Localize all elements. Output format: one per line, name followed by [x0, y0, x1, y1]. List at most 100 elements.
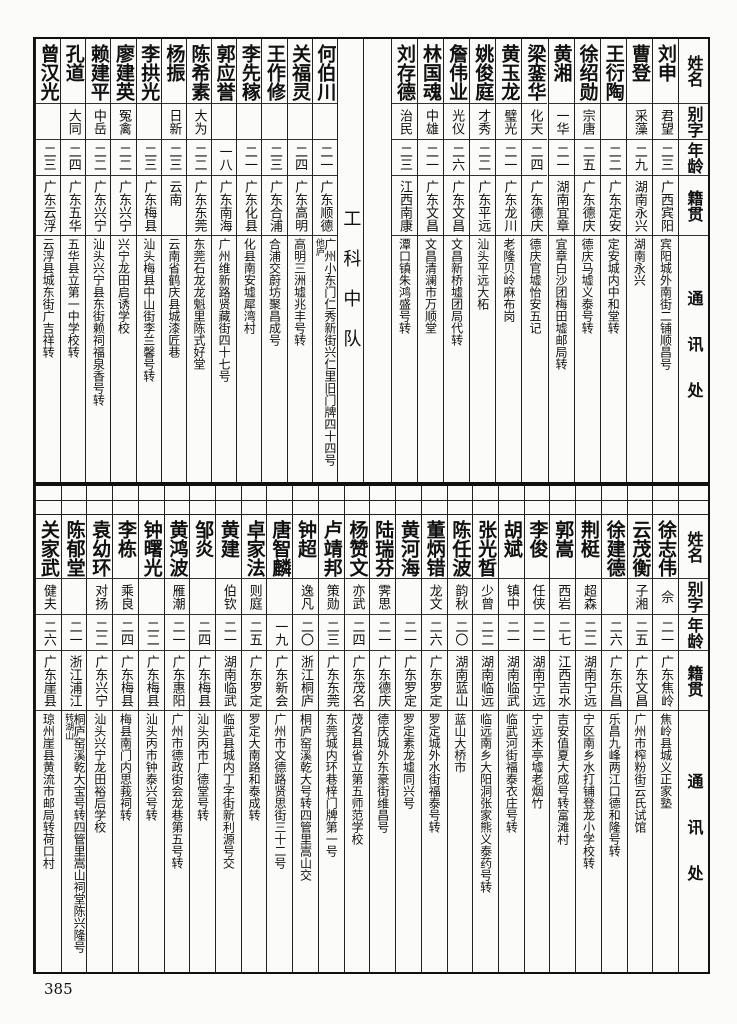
origin-text: 广东梅县	[143, 655, 159, 707]
alias-text: 任侠	[529, 583, 545, 610]
cell-address: 乐昌九峰两江口德和隆号转	[601, 710, 627, 972]
header-alias: 别字	[679, 103, 708, 139]
cell-age: 二四	[113, 614, 138, 650]
cell-name: 黄鸿波	[164, 514, 190, 578]
alias-text: 超森	[580, 583, 596, 610]
header-name: 姓名	[679, 514, 708, 578]
cell-name: 廖建英	[111, 39, 135, 103]
name-text: 陈郁堂	[63, 520, 86, 577]
alias-text: 龙文	[426, 583, 442, 610]
cell-address: 汕头兴宁县东街赖祠福泉香号转	[86, 235, 111, 482]
cell-address: 德庆城外东豪街维昌号	[370, 710, 396, 972]
cell-name: 黄湘	[549, 39, 574, 103]
cell-origin: 广东合浦	[262, 175, 287, 235]
address-note: 他庐	[313, 238, 324, 256]
name-text: 林国魂	[420, 44, 443, 101]
origin-text: 湖南宁远	[529, 655, 545, 707]
cell-origin: 广东龙川	[496, 175, 522, 235]
cell-address: 定安城内中和堂转	[600, 235, 626, 482]
cell-age: 二三	[652, 139, 678, 175]
age-text: 二一	[501, 144, 517, 171]
name-text: 梁銮华	[524, 44, 547, 101]
alias-text: 中雄	[423, 108, 439, 135]
cell-name: 唐智麟	[267, 514, 293, 578]
cell-alias: 冤禽	[111, 103, 136, 139]
cell-origin: 湖南宁远	[576, 650, 601, 710]
table-column: 杨赞文 亦武 二四 广东茂名 茂名县省立第五师范学校	[343, 486, 370, 972]
cell-age: 一九	[267, 614, 293, 650]
cell-name: 刘存德	[392, 39, 417, 103]
name-text: 钟曙光	[140, 520, 163, 577]
cell-name: 杨赞文	[344, 514, 370, 578]
table-column: 张光晳 少曾 二二 湖南临远 临远南乡大阳洞张家熊义泰药号转	[472, 486, 498, 972]
origin-text: 广东梅县	[118, 655, 134, 707]
age-text: 二五	[579, 144, 595, 171]
alias-text: 宗唐	[579, 108, 595, 135]
cell-alias: 镇中	[498, 578, 524, 614]
cell-origin: 广东兴宁	[87, 650, 113, 710]
cell-address: 宁远禾亭墟老烟竹	[524, 710, 550, 972]
alias-text: 一华	[553, 108, 569, 135]
origin-text: 广东乐昌	[606, 655, 622, 707]
address-text: 宁远禾亭墟老烟竹	[530, 713, 545, 809]
table-column: 黄河海 二一 广东罗定 罗定素龙墟同兴号	[395, 486, 421, 972]
alias-text: 大同	[65, 108, 81, 135]
cell-origin: 湖南蓝山	[447, 650, 473, 710]
origin-text: 广东东莞	[191, 180, 207, 232]
age-text: 二一	[529, 619, 545, 646]
cell-origin: 广东新会	[267, 650, 293, 710]
name-text: 王作修	[264, 44, 286, 101]
origin-text: 湖南蓝山	[452, 655, 468, 707]
table-column: 林国魂 中雄 二一 广东文昌 文昌清澜市万顺堂	[417, 39, 444, 482]
cell-age: 二一	[312, 139, 337, 175]
origin-text: 广东德庆	[527, 180, 543, 232]
cell-alias: 雁潮	[164, 578, 190, 614]
cell-age: 二二	[470, 139, 496, 175]
section-label: 工科中队	[340, 209, 362, 369]
age-text: 二九	[631, 144, 647, 171]
name-text: 徐绍勋	[576, 44, 599, 101]
age-text: 二六	[40, 619, 56, 646]
table-column: 郭嵩 西岩 二七 江西吉水 吉安值夏大成号转富滩村	[549, 486, 576, 972]
cell-name: 卢靖邦	[318, 514, 344, 578]
cell-age: 二四	[344, 614, 370, 650]
age-text: 二〇	[298, 619, 314, 646]
cell-alias: 逸凡	[293, 578, 318, 614]
header-column: 姓名 别字 年龄 籍贯 通讯处	[678, 39, 708, 482]
age-text: 二一	[375, 619, 391, 646]
cell-address: 五华县立第一中学校转	[61, 235, 86, 482]
cell-name: 李拱光	[137, 39, 161, 103]
address-text: 广州市文德路贤思街三十二号	[272, 713, 287, 869]
address-text: 梅县南门内思莪祠转	[118, 713, 133, 821]
origin-text: 广东焦岭	[658, 655, 674, 707]
alias-text: 治民	[396, 108, 412, 135]
cell-origin: 广东罗定	[241, 650, 267, 710]
origin-text: 广东德庆	[375, 655, 391, 707]
cell-alias: 策勋	[318, 578, 344, 614]
cell-address: 吉安值夏大成号转富滩村	[550, 710, 576, 972]
cell-origin: 广东梅县	[136, 175, 161, 235]
header-label: 姓名	[684, 55, 704, 87]
table-column: 唐智麟一九 广东新会广州市文德路贤思街三十二号	[266, 486, 293, 972]
cell-alias: 伯钦	[216, 578, 241, 614]
roster-table-top: 姓名 别字 年龄 籍贯 通讯处 刘申 君望 二三 广西宾阳 宾阳城外南街二铺顺昌号 曹登 采藻 二九 湖南…	[33, 37, 710, 484]
address-text: 广州维新路贤藏街四十七号	[217, 238, 232, 382]
origin-text: 湖南临武	[220, 655, 236, 707]
cell-alias: 子湘	[627, 578, 653, 614]
cell-age: 二一	[61, 614, 87, 650]
cell-name: 李俊	[524, 514, 550, 578]
name-text: 黄鸿波	[166, 520, 189, 577]
header-address: 通讯处	[679, 710, 708, 972]
cell-origin: 广东罗定	[396, 650, 421, 710]
cell-address: 焦岭县城义正家塾	[653, 710, 678, 972]
name-text: 刘存德	[393, 44, 416, 101]
table-column: 袁幼环 对扬 二二 广东兴宁 汕头兴宁龙田裕后学校	[86, 486, 113, 972]
address-text: 宾阳城外南街二铺顺昌号	[658, 238, 673, 370]
age-text: 二二	[92, 619, 108, 646]
age-text: 二三	[323, 619, 339, 646]
cell-age: 二六	[421, 614, 447, 650]
cell-alias: 乘良	[113, 578, 138, 614]
name-text: 李栋	[115, 520, 138, 558]
address-text: 德庆马墟义泰号转	[580, 238, 595, 334]
table-column: 詹伟业 光仪 二六 广东文昌 文昌新桥墟团局代转	[443, 39, 470, 482]
